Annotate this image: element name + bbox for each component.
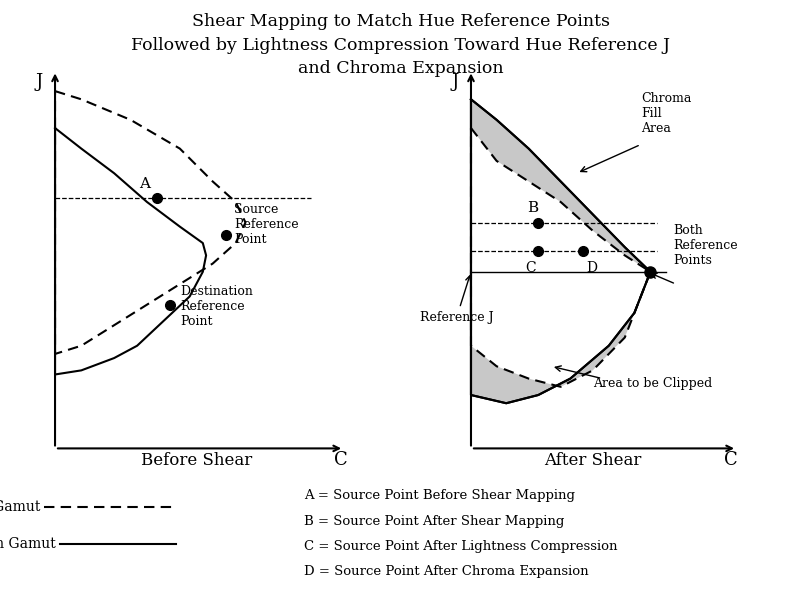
Text: Shear Mapping to Match Hue Reference Points
Followed by Lightness Compression To: Shear Mapping to Match Hue Reference Poi… xyxy=(131,13,670,77)
Text: C: C xyxy=(334,451,348,469)
Text: Destination
Reference
Point: Destination Reference Point xyxy=(179,285,252,328)
Polygon shape xyxy=(471,99,650,272)
Text: Reference J: Reference J xyxy=(420,276,493,324)
Text: D: D xyxy=(586,261,598,275)
Text: Source Gamut: Source Gamut xyxy=(0,500,40,514)
Text: Destination Gamut: Destination Gamut xyxy=(0,537,56,551)
Text: C = Source Point After Lightness Compression: C = Source Point After Lightness Compres… xyxy=(304,540,618,553)
Text: Before Shear: Before Shear xyxy=(141,452,252,469)
Text: B = Source Point After Shear Mapping: B = Source Point After Shear Mapping xyxy=(304,514,565,528)
Text: C: C xyxy=(525,261,536,275)
Text: J: J xyxy=(452,73,459,91)
Polygon shape xyxy=(471,272,650,403)
Text: After Shear: After Shear xyxy=(544,452,642,469)
Text: A: A xyxy=(139,177,150,191)
Text: J: J xyxy=(35,73,42,91)
Text: Chroma
Fill
Area: Chroma Fill Area xyxy=(641,92,691,135)
Text: B: B xyxy=(527,201,538,215)
Text: D = Source Point After Chroma Expansion: D = Source Point After Chroma Expansion xyxy=(304,565,589,578)
Text: A = Source Point Before Shear Mapping: A = Source Point Before Shear Mapping xyxy=(304,489,575,502)
Text: Source
Reference
Point: Source Reference Point xyxy=(234,203,299,246)
Text: C: C xyxy=(724,451,738,469)
Text: Area to be Clipped: Area to be Clipped xyxy=(593,377,712,390)
Text: Both
Reference
Points: Both Reference Points xyxy=(673,224,738,267)
